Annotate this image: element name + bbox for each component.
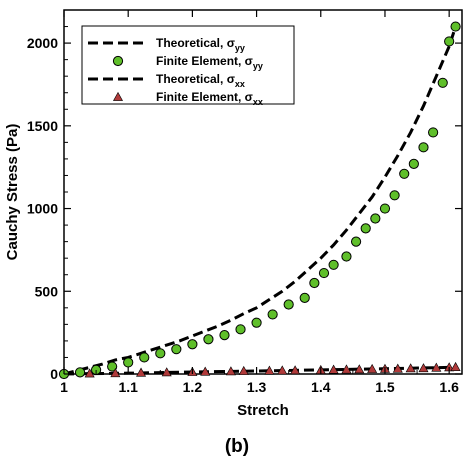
legend-label: Finite Element, σxx xyxy=(156,90,263,107)
y-tick-label: 1000 xyxy=(27,201,58,217)
fe-yy-point xyxy=(328,259,339,270)
fe-xx-point xyxy=(418,363,429,373)
legend-label: Theoretical, σyy xyxy=(156,36,245,53)
fe-yy-point xyxy=(123,357,134,368)
fe-yy-point xyxy=(389,190,400,201)
y-tick-label: 500 xyxy=(35,283,59,299)
x-tick-label: 1.1 xyxy=(118,379,138,395)
legend-entry: Theoretical, σyy xyxy=(88,36,245,53)
fe-yy-point xyxy=(444,36,455,47)
x-tick-label: 1.3 xyxy=(247,379,267,395)
y-tick-label: 1500 xyxy=(27,118,58,134)
fe-xx-point xyxy=(161,367,172,377)
fe-yy-point xyxy=(155,348,166,359)
x-tick-label: 1 xyxy=(60,379,68,395)
x-tick-label: 1.6 xyxy=(439,379,459,395)
x-tick-label: 1.2 xyxy=(183,379,203,395)
fe-xx-point xyxy=(110,368,121,378)
y-tick-label: 0 xyxy=(50,366,58,382)
fe-yy-point xyxy=(341,251,352,262)
axes-group: 1 1.1 1.2 1.3 1.4 1.5 1.6 0 500 1000 1500 2000 xyxy=(27,10,462,395)
fe-xx-point xyxy=(200,366,211,376)
y-axis-title: Cauchy Stress (Pa) xyxy=(4,124,21,261)
fe-yy-point xyxy=(171,344,182,355)
figure-caption: (b) xyxy=(225,436,249,457)
fe-xx-point xyxy=(450,361,461,371)
fe-yy-point xyxy=(187,339,198,350)
fe-xx-point xyxy=(264,365,275,375)
fe-yy-point xyxy=(350,236,362,247)
x-tick-label: 1.4 xyxy=(311,379,331,395)
fe-yy-point xyxy=(139,352,150,363)
fe-yy-point xyxy=(399,168,410,179)
fe-xx-point xyxy=(238,365,249,375)
fe-xx-point xyxy=(84,368,95,378)
fe-yy-point xyxy=(219,330,230,341)
fe-xx-point xyxy=(431,362,442,372)
fe-xx-point xyxy=(225,366,236,376)
fe-yy-point xyxy=(299,292,310,303)
fe-yy-point xyxy=(437,77,448,88)
fe-xx-point xyxy=(277,365,288,375)
fe-xx-point xyxy=(392,363,403,373)
fe-yy-point xyxy=(90,364,102,375)
plot-area: 1 1.1 1.2 1.3 1.4 1.5 1.6 0 500 1000 1500 2000 xyxy=(27,9,463,395)
legend-entry: Theoretical, σxx xyxy=(88,72,245,89)
legend-label: Finite Element, σyy xyxy=(156,54,263,71)
fe-yy-point xyxy=(408,158,419,169)
fe-xx-point xyxy=(367,363,378,373)
fe-yy-point xyxy=(267,309,278,320)
fe-yy-point xyxy=(112,55,124,67)
series-group xyxy=(58,21,461,380)
fe-yy-point xyxy=(379,203,391,214)
fe-xx-point xyxy=(112,91,124,101)
fe-yy-point xyxy=(370,213,381,224)
fe-yy-point xyxy=(309,277,320,289)
fe-yy-point xyxy=(74,367,86,378)
x-axis-title: Stretch xyxy=(237,402,289,419)
x-tick-label: 1.5 xyxy=(375,379,395,395)
fe-yy-point xyxy=(360,223,371,234)
fe-yy-point xyxy=(203,334,214,345)
y-tick-label: 2000 xyxy=(27,35,58,51)
fe-xx-point xyxy=(405,363,416,373)
fe-yy-point xyxy=(318,267,330,279)
fe-xx-point xyxy=(341,364,352,374)
legend-entry: Finite Element, σyy xyxy=(112,54,263,71)
legend-label: Theoretical, σxx xyxy=(156,72,245,89)
fe-yy-point xyxy=(428,127,439,138)
theoretical-yy-line xyxy=(63,26,458,376)
fe-yy-point xyxy=(450,21,461,32)
fe-yy-point xyxy=(283,299,294,310)
fe-xx-point xyxy=(354,364,365,374)
legend-entry: Finite Element, σxx xyxy=(112,90,263,107)
fe-xx-point xyxy=(136,367,147,377)
fe-yy-point xyxy=(235,324,246,335)
fe-yy-point xyxy=(251,317,262,328)
fe-xx-point xyxy=(290,365,301,375)
fe-yy-point xyxy=(107,361,118,372)
fe-xx-point xyxy=(328,364,339,374)
fe-yy-point xyxy=(418,142,429,153)
